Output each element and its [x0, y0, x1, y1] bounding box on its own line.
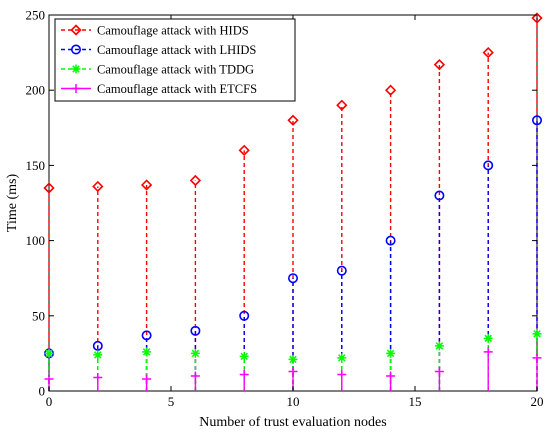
data-point-asterisk [337, 353, 347, 363]
data-point-plus [288, 366, 298, 376]
x-tick-label: 15 [409, 394, 422, 409]
data-point-plus [239, 369, 249, 379]
data-point-plus [44, 374, 54, 384]
legend-marker-plus [71, 84, 81, 93]
x-tick-label: 0 [46, 394, 53, 409]
data-point-circle [92, 340, 103, 351]
series-4 [44, 347, 542, 391]
legend-entry: Camouflage attack with ETCFS [61, 82, 257, 96]
y-tick-label: 250 [26, 8, 46, 23]
legend-entry: Camouflage attack with LHIDS [61, 43, 256, 57]
data-point-diamond [384, 84, 397, 96]
data-point-diamond [433, 59, 446, 71]
legend-box [54, 18, 296, 102]
data-point-plus [532, 353, 542, 363]
y-axis-label: Time (ms) [5, 174, 20, 233]
legend-label: Camouflage attack with LHIDS [97, 43, 256, 57]
data-point-asterisk [386, 348, 396, 358]
legend-marker-diamond [70, 24, 82, 36]
data-point-diamond [482, 46, 494, 59]
data-point-diamond [336, 99, 348, 111]
data-point-plus [142, 374, 152, 384]
data-point-asterisk [532, 329, 542, 339]
x-tick-label: 10 [287, 394, 300, 409]
y-tick-label: 0 [39, 384, 46, 399]
data-point-plus [93, 372, 103, 382]
y-tick-label: 150 [26, 158, 46, 173]
data-point-diamond [287, 114, 299, 126]
legend-marker-asterisk [71, 64, 81, 74]
data-point-asterisk [434, 341, 444, 351]
data-point-plus [386, 371, 396, 381]
legend-entry: Camouflage attack with HIDS [61, 24, 249, 38]
data-point-circle [385, 235, 396, 246]
data-point-circle [531, 115, 542, 126]
data-point-diamond [238, 144, 250, 156]
legend: Camouflage attack with HIDS Camouflage at… [54, 18, 296, 102]
data-point-asterisk [288, 354, 298, 364]
data-point-plus [483, 347, 493, 357]
data-point-circle [190, 325, 201, 336]
data-point-asterisk [239, 351, 249, 361]
data-point-circle [434, 190, 445, 201]
data-point-circle [287, 273, 298, 284]
data-point-diamond [140, 179, 153, 191]
data-point-plus [190, 371, 200, 381]
data-point-circle [239, 310, 250, 321]
data-point-plus [434, 366, 444, 376]
legend-label: Camouflage attack with ETCFS [97, 82, 257, 96]
legend-label: Camouflage attack with TDDG [97, 63, 254, 77]
data-point-diamond [43, 182, 55, 194]
data-point-diamond [92, 180, 104, 193]
data-point-circle [141, 330, 152, 341]
legend-marker-circle [71, 44, 82, 55]
x-axis-label: Number of trust evaluation nodes [199, 415, 386, 430]
data-point-circle [483, 160, 494, 171]
y-tick-label: 100 [26, 233, 46, 248]
x-tick-label: 5 [168, 394, 175, 409]
data-point-plus [337, 369, 347, 379]
data-point-asterisk [44, 348, 54, 358]
data-point-diamond [531, 12, 543, 24]
data-point-asterisk [93, 350, 103, 360]
y-tick-label: 50 [32, 308, 45, 323]
x-tick-label: 20 [531, 394, 544, 409]
data-point-circle [336, 265, 347, 276]
data-point-asterisk [190, 348, 200, 358]
data-point-diamond [189, 174, 202, 187]
legend-entry: Camouflage attack with TDDG [61, 63, 254, 77]
legend-label: Camouflage attack with HIDS [97, 24, 249, 38]
data-point-asterisk [142, 347, 152, 357]
data-point-asterisk [483, 333, 493, 343]
stems-layer [43, 12, 543, 391]
y-tick-label: 200 [26, 83, 46, 98]
